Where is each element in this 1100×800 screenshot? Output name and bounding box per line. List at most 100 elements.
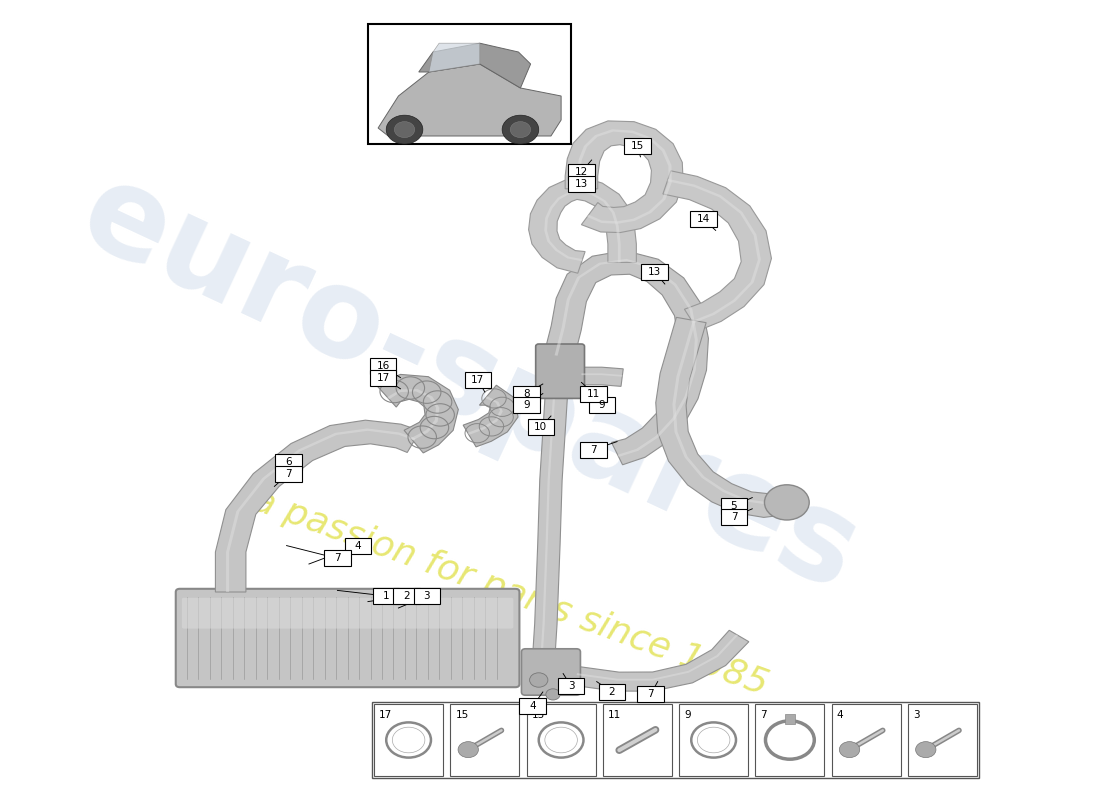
Text: 3: 3: [913, 710, 920, 720]
Bar: [370, 370, 396, 386]
Bar: [756, 704, 825, 776]
Text: 9: 9: [524, 400, 530, 410]
Circle shape: [386, 115, 422, 144]
Polygon shape: [387, 389, 439, 441]
Polygon shape: [663, 171, 771, 330]
Bar: [908, 704, 977, 776]
Text: 7: 7: [730, 512, 737, 522]
Text: 10: 10: [535, 422, 548, 432]
Polygon shape: [216, 420, 420, 592]
Text: 3: 3: [424, 591, 430, 601]
Text: 16: 16: [376, 362, 389, 371]
Bar: [720, 498, 747, 514]
Bar: [588, 397, 615, 413]
Text: 17: 17: [376, 373, 389, 382]
Circle shape: [510, 122, 530, 138]
FancyBboxPatch shape: [176, 589, 519, 687]
Circle shape: [458, 742, 478, 758]
Text: 9: 9: [598, 400, 605, 410]
Bar: [464, 372, 491, 388]
Bar: [372, 702, 979, 778]
Bar: [367, 24, 571, 144]
Polygon shape: [531, 355, 570, 673]
Text: 7: 7: [647, 690, 653, 699]
Text: 11: 11: [608, 710, 622, 720]
Bar: [624, 138, 650, 154]
Polygon shape: [419, 43, 530, 88]
Text: 17: 17: [471, 375, 484, 385]
Circle shape: [764, 485, 810, 520]
Polygon shape: [539, 356, 558, 672]
Polygon shape: [576, 130, 672, 224]
Bar: [519, 698, 546, 714]
Bar: [527, 704, 596, 776]
Polygon shape: [378, 64, 561, 136]
Polygon shape: [376, 374, 459, 453]
Polygon shape: [544, 250, 708, 465]
Text: 13: 13: [575, 179, 589, 189]
Circle shape: [502, 115, 539, 144]
Bar: [374, 704, 443, 776]
Bar: [832, 704, 901, 776]
Bar: [679, 704, 748, 776]
Text: a passion for parts since 1985: a passion for parts since 1985: [248, 482, 772, 702]
Bar: [344, 538, 371, 554]
Bar: [641, 264, 668, 280]
Text: 7: 7: [760, 710, 767, 720]
Bar: [569, 164, 595, 180]
Bar: [558, 678, 584, 694]
Polygon shape: [544, 190, 620, 262]
Text: 7: 7: [591, 445, 597, 454]
Polygon shape: [227, 429, 416, 592]
Polygon shape: [672, 320, 786, 505]
Circle shape: [529, 673, 548, 687]
Polygon shape: [463, 386, 518, 447]
Bar: [414, 588, 440, 604]
Polygon shape: [529, 178, 637, 274]
Text: 7: 7: [285, 469, 292, 478]
Circle shape: [546, 689, 560, 700]
Bar: [275, 466, 301, 482]
Text: 5: 5: [730, 501, 737, 510]
Polygon shape: [554, 259, 697, 457]
Polygon shape: [576, 634, 738, 681]
Polygon shape: [582, 374, 623, 377]
Polygon shape: [668, 179, 761, 323]
Circle shape: [395, 122, 415, 138]
Bar: [324, 550, 351, 566]
Polygon shape: [565, 121, 683, 233]
Bar: [581, 442, 607, 458]
Text: 7: 7: [334, 554, 341, 563]
Text: 13: 13: [648, 267, 661, 277]
Circle shape: [839, 742, 860, 758]
Polygon shape: [429, 43, 480, 72]
Bar: [370, 358, 396, 374]
Bar: [598, 684, 625, 700]
Bar: [603, 704, 672, 776]
Polygon shape: [582, 367, 624, 386]
Text: 15: 15: [630, 141, 644, 150]
Text: 2: 2: [608, 687, 615, 697]
Bar: [581, 386, 607, 402]
Text: 4: 4: [354, 541, 361, 550]
Bar: [373, 588, 399, 604]
Text: 12: 12: [575, 167, 589, 177]
Text: 17: 17: [379, 710, 393, 720]
Text: 2: 2: [404, 591, 410, 601]
Text: 3: 3: [568, 682, 574, 691]
Polygon shape: [468, 396, 503, 435]
Text: 13: 13: [531, 710, 544, 720]
Text: 11: 11: [587, 389, 601, 398]
FancyBboxPatch shape: [536, 344, 584, 398]
Bar: [690, 211, 717, 227]
Text: 8: 8: [524, 389, 530, 398]
Bar: [394, 588, 420, 604]
Bar: [720, 509, 747, 525]
Text: 9: 9: [684, 710, 691, 720]
Text: euro-spares: euro-spares: [63, 151, 877, 617]
Text: 4: 4: [837, 710, 844, 720]
Bar: [450, 704, 519, 776]
Bar: [514, 397, 540, 413]
Polygon shape: [656, 318, 790, 518]
Bar: [514, 386, 540, 402]
